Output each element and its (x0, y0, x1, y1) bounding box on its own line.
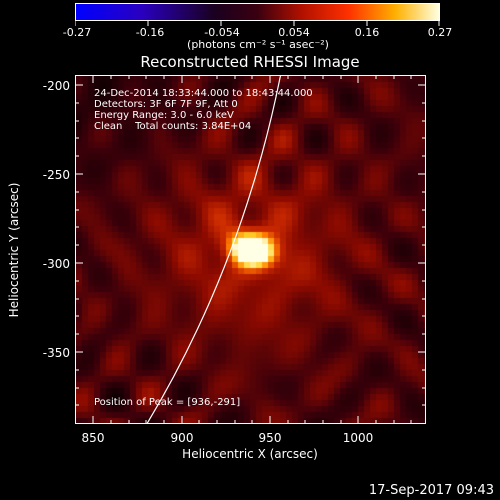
x-tick-label: 1000 (342, 431, 374, 445)
colorbar-tick-label: -0.16 (135, 26, 165, 39)
y-tick-label: -300 (42, 257, 70, 271)
plot-title: Reconstructed RHESSI Image (140, 53, 360, 71)
colorbar-tick-label: 0.27 (427, 26, 453, 39)
x-tick-label: 950 (258, 431, 282, 445)
solar-limb (146, 75, 282, 424)
y-tick-label: -250 (42, 168, 70, 182)
x-tick-label: 900 (170, 431, 194, 445)
x-tick-label: 850 (81, 431, 105, 445)
colorbar-tick-label: -0.054 (204, 26, 240, 39)
energy-range-label: Energy Range: 3.0 - 6.0 keV (94, 110, 234, 121)
colorbar-tick-label: -0.27 (62, 26, 92, 39)
x-axis-label: Heliocentric X (arcsec) (182, 447, 318, 461)
peak-position-label: Position of Peak = [936,-291] (94, 397, 241, 408)
datestamp: 17-Sep-2017 09:43 (368, 483, 494, 498)
colorbar (75, 3, 440, 21)
x-ticks (92, 75, 412, 424)
detectors-label: Detectors: 3F 6F 7F 9F, Att 0 (94, 99, 238, 110)
colorbar-units: (photons cm⁻² s⁻¹ asec⁻²) (187, 38, 329, 51)
colorbar-tick-label: 0.054 (278, 26, 310, 39)
plot-frame (75, 75, 426, 424)
y-ticks (75, 84, 426, 406)
y-tick-label: -350 (42, 346, 70, 360)
rhessi-image (76, 76, 425, 423)
plot-overlay (75, 75, 426, 424)
time-range-label: 24-Dec-2014 18:33:44.000 to 18:43:44.000 (94, 88, 313, 99)
y-tick-label: -200 (42, 79, 70, 93)
y-axis-label: Heliocentric Y (arcsec) (7, 182, 21, 318)
colorbar-tick-label: 0.16 (354, 26, 380, 39)
clean-counts-label: Clean Total counts: 3.84E+04 (94, 121, 252, 132)
colorbar-ticks (75, 20, 440, 26)
